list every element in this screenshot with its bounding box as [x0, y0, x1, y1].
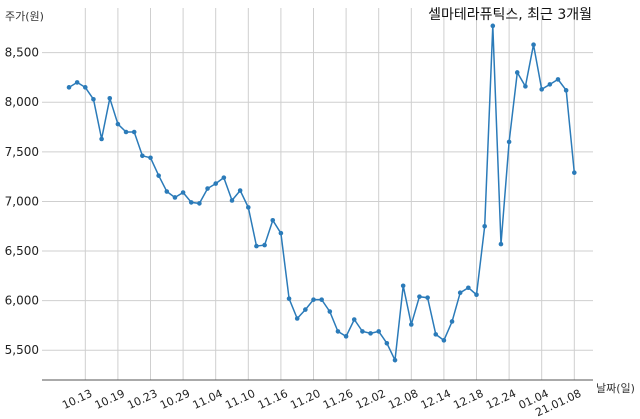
data-point [156, 173, 161, 178]
x-tick-label: 10.29 [158, 387, 192, 412]
data-point [270, 217, 276, 223]
data-point [449, 319, 455, 324]
price-series-points [66, 23, 577, 363]
data-point [107, 95, 113, 101]
data-point [376, 329, 382, 334]
data-point [482, 223, 487, 229]
x-tick-label: 11.10 [223, 387, 257, 412]
data-point [164, 189, 170, 194]
data-point [286, 296, 292, 301]
data-point [409, 322, 414, 327]
data-point [327, 309, 333, 314]
data-point [531, 42, 536, 48]
data-point [466, 285, 471, 291]
data-point [433, 332, 439, 337]
x-tick-label: 10.13 [60, 387, 94, 412]
data-point [66, 85, 72, 90]
data-point [563, 88, 569, 93]
data-point [311, 297, 316, 302]
y-tick-labels: 5,500 6,000 6,500 7,000 7,500 8,000 8,500 [5, 46, 39, 358]
data-point [572, 170, 577, 175]
data-point [197, 201, 202, 206]
data-point [221, 175, 227, 180]
data-point [555, 77, 561, 82]
data-point [490, 23, 496, 29]
data-point [188, 200, 194, 205]
chart-title: 셀마테라퓨틱스, 최근 3개월 [428, 7, 592, 23]
data-point [343, 334, 349, 339]
x-axis-title: 날짜(일) [596, 381, 635, 395]
data-point [205, 186, 210, 191]
x-tick-label: 12.24 [484, 387, 518, 412]
data-point [319, 297, 324, 302]
data-point [441, 338, 447, 343]
data-point [425, 295, 430, 300]
y-tick-label: 6,000 [5, 294, 39, 308]
x-tick-label: 12.08 [386, 387, 420, 412]
data-point [457, 290, 463, 296]
data-point [123, 129, 129, 135]
data-point [400, 283, 406, 289]
data-point [237, 188, 243, 193]
data-point [384, 340, 390, 346]
data-point [180, 190, 186, 195]
x-tick-label: 11.04 [191, 387, 225, 412]
data-point [351, 317, 357, 322]
data-point [498, 241, 504, 247]
data-point [246, 205, 251, 210]
data-point [523, 84, 528, 89]
data-point [514, 70, 520, 75]
data-point [278, 230, 284, 236]
x-tick-label: 11.16 [256, 387, 290, 412]
data-point [360, 329, 365, 334]
data-point [392, 357, 398, 363]
price-series-line [68, 25, 576, 363]
data-point [417, 294, 422, 299]
data-point [303, 307, 308, 312]
y-tick-label: 7,500 [5, 145, 39, 159]
x-tick-label: 12.18 [451, 387, 485, 412]
x-tick-labels: 10.1310.1910.2310.2911.0411.1011.1611.20… [60, 387, 583, 419]
y-tick-label: 6,500 [5, 244, 39, 258]
data-point [172, 195, 178, 200]
data-point [213, 181, 218, 186]
data-point [506, 139, 512, 145]
data-point [229, 198, 235, 203]
x-tick-label: 11.26 [321, 387, 355, 412]
data-point [99, 136, 104, 142]
data-point [539, 87, 544, 92]
x-tick-label: 10.23 [125, 387, 159, 412]
x-tick-label: 12.02 [354, 387, 388, 412]
data-point [254, 243, 259, 249]
data-point [474, 292, 479, 297]
data-point [547, 82, 553, 87]
data-point [368, 331, 373, 336]
data-point [262, 242, 267, 248]
y-tick-label: 8,000 [5, 95, 39, 109]
data-point [140, 153, 145, 159]
y-tick-label: 7,000 [5, 194, 39, 208]
data-point [294, 316, 300, 321]
grid-lines [42, 8, 593, 380]
x-tick-label: 10.19 [93, 387, 127, 412]
data-point [335, 329, 341, 334]
data-point [131, 129, 137, 135]
x-tick-label: 11.20 [288, 387, 322, 412]
data-point [148, 155, 153, 161]
y-tick-label: 5,500 [5, 343, 39, 357]
data-point [83, 85, 88, 90]
data-point [91, 96, 96, 102]
data-point [74, 80, 80, 85]
y-tick-label: 8,500 [5, 46, 39, 60]
data-point [115, 121, 121, 127]
y-axis-title: 주가(원) [5, 10, 44, 23]
x-tick-label: 12.14 [419, 387, 453, 412]
